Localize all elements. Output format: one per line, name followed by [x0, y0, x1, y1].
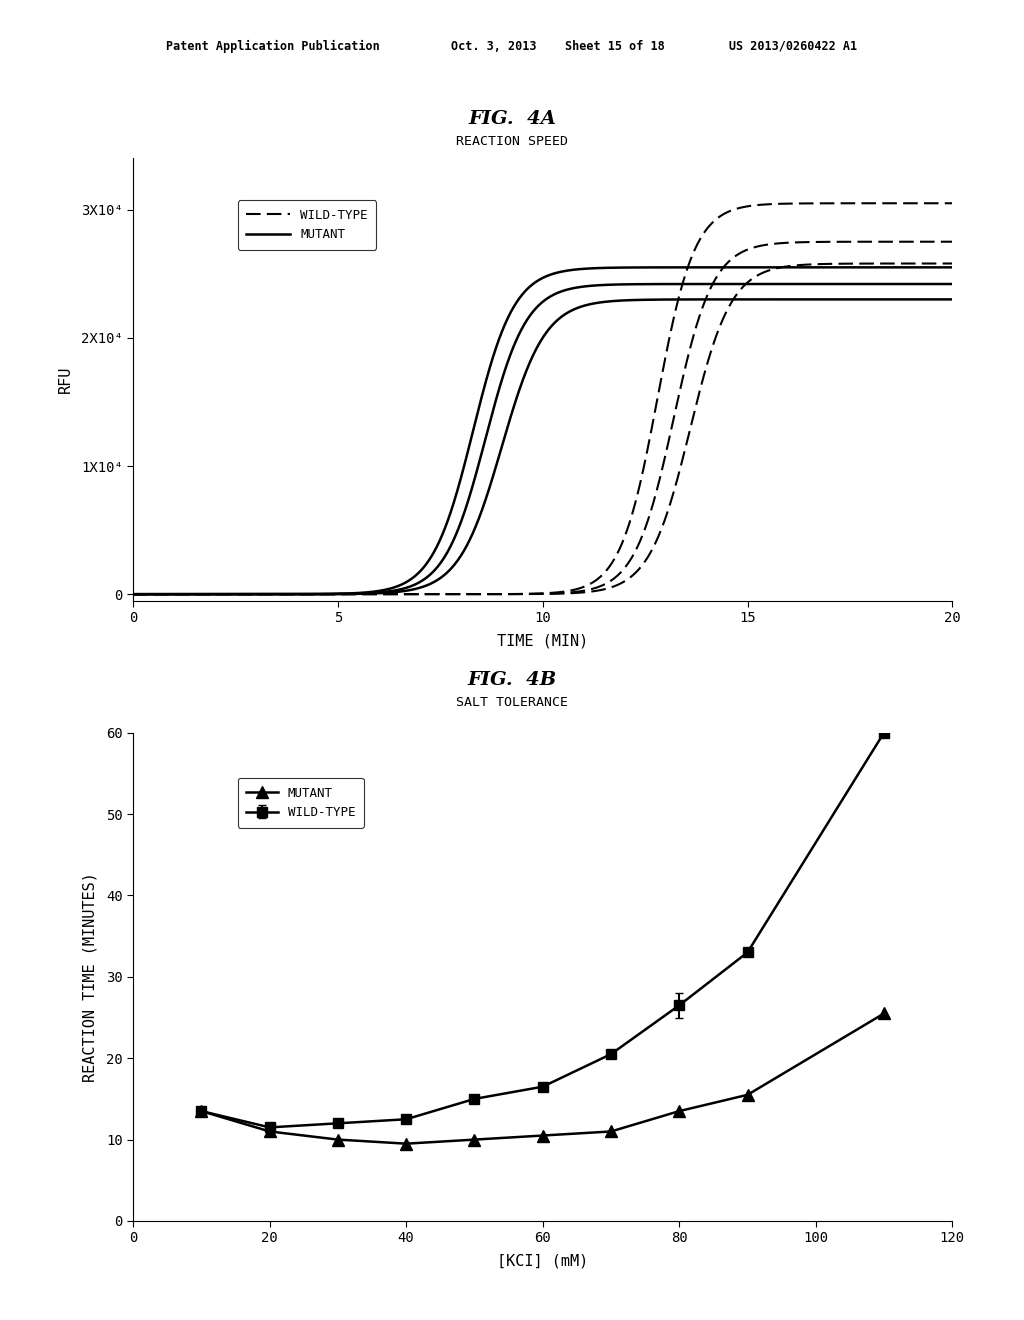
Text: FIG.  4B: FIG. 4B — [467, 671, 557, 689]
Legend: MUTANT, WILD-TYPE: MUTANT, WILD-TYPE — [238, 777, 364, 828]
Text: FIG.  4A: FIG. 4A — [468, 110, 556, 128]
X-axis label: TIME (MIN): TIME (MIN) — [497, 634, 589, 648]
MUTANT — [196, 1104, 208, 1119]
Legend: WILD-TYPE, MUTANT: WILD-TYPE, MUTANT — [238, 201, 377, 249]
MUTANT — [673, 1104, 685, 1119]
Y-axis label: RFU: RFU — [57, 366, 73, 393]
Y-axis label: REACTION TIME (MINUTES): REACTION TIME (MINUTES) — [83, 873, 97, 1081]
Text: SALT TOLERANCE: SALT TOLERANCE — [456, 696, 568, 709]
MUTANT — [537, 1127, 549, 1143]
Text: REACTION SPEED: REACTION SPEED — [456, 135, 568, 148]
MUTANT — [263, 1123, 275, 1139]
Line: MUTANT: MUTANT — [196, 1008, 890, 1150]
MUTANT — [605, 1123, 617, 1139]
MUTANT — [878, 1006, 890, 1022]
MUTANT — [332, 1131, 344, 1147]
MUTANT — [468, 1131, 480, 1147]
Text: Patent Application Publication          Oct. 3, 2013    Sheet 15 of 18         U: Patent Application Publication Oct. 3, 2… — [167, 40, 857, 53]
MUTANT — [741, 1086, 754, 1102]
X-axis label: [KCI] (mM): [KCI] (mM) — [497, 1254, 589, 1269]
MUTANT — [400, 1135, 413, 1151]
